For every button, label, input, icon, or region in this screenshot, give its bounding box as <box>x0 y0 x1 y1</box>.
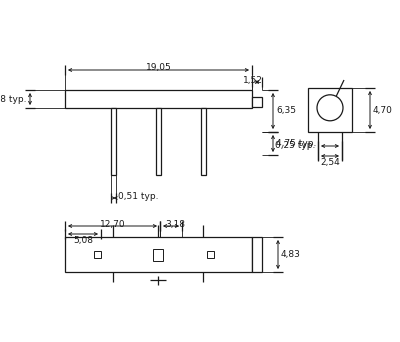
Text: 19,05: 19,05 <box>146 63 171 72</box>
Text: 0,51 typ.: 0,51 typ. <box>118 192 158 201</box>
Bar <box>65 90 252 108</box>
Text: 0,38 typ.: 0,38 typ. <box>0 94 27 104</box>
Bar <box>156 108 160 175</box>
Text: 12,70: 12,70 <box>100 220 125 229</box>
Bar <box>94 251 100 258</box>
Circle shape <box>317 95 343 121</box>
Bar <box>252 97 262 107</box>
Bar <box>252 237 262 272</box>
Text: 2,54: 2,54 <box>320 158 340 167</box>
Bar <box>110 108 116 175</box>
Bar <box>65 237 252 272</box>
Text: 5,08: 5,08 <box>73 236 93 245</box>
Bar <box>308 88 352 132</box>
Bar <box>200 108 206 175</box>
Text: 4,75 typ.: 4,75 typ. <box>276 139 316 148</box>
Text: 0,25 typ.: 0,25 typ. <box>275 141 315 150</box>
Bar <box>153 249 163 261</box>
Text: 1,52: 1,52 <box>243 76 263 85</box>
Text: 4,83: 4,83 <box>281 250 301 259</box>
Bar <box>206 251 214 258</box>
Text: 3,18: 3,18 <box>165 220 185 229</box>
Text: 4,70: 4,70 <box>373 105 393 115</box>
Text: 6,35: 6,35 <box>276 106 296 116</box>
